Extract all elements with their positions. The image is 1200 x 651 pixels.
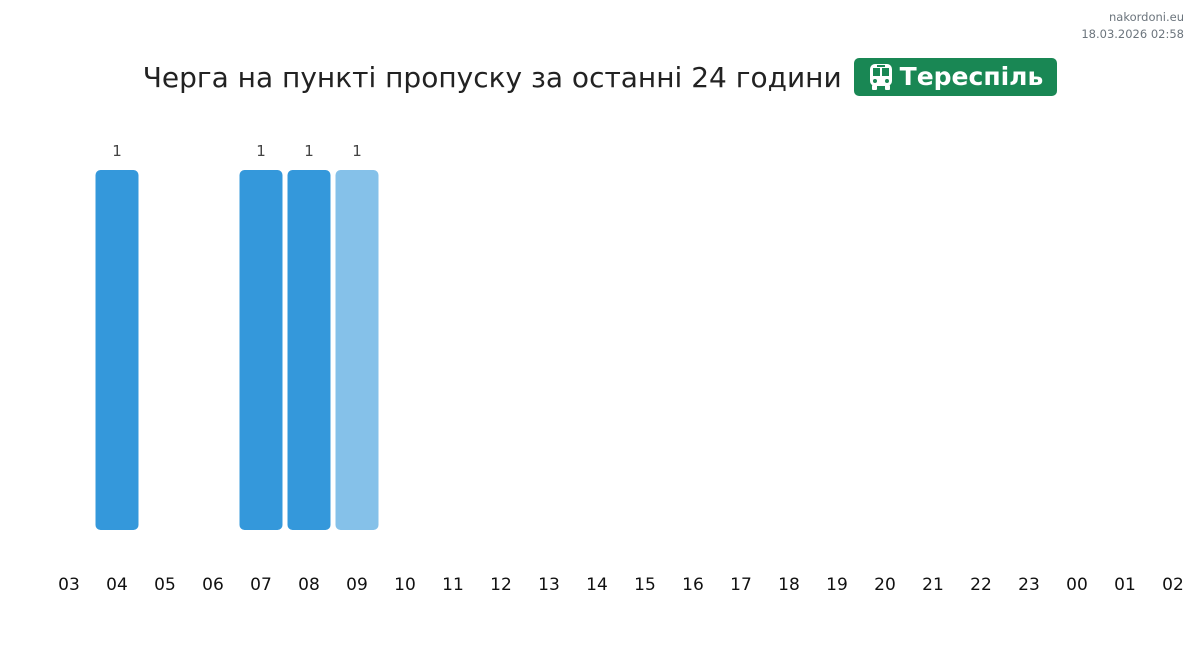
timestamp: 18.03.2026 02:58 bbox=[1081, 27, 1184, 41]
page-title: Черга на пункті пропуску за останні 24 г… bbox=[142, 60, 842, 94]
title-row: Черга на пункті пропуску за останні 24 г… bbox=[0, 58, 1200, 96]
tick-label-02: 02 bbox=[1162, 575, 1184, 595]
tick-label-10: 10 bbox=[394, 575, 416, 595]
bar-04 bbox=[95, 170, 139, 530]
site-name: nakordoni.eu bbox=[1109, 10, 1184, 24]
tick-label-18: 18 bbox=[778, 575, 800, 595]
checkpoint-badge: Тереспіль bbox=[853, 58, 1058, 96]
tick-label-05: 05 bbox=[154, 575, 176, 595]
tick-label-09: 09 bbox=[346, 575, 368, 595]
tick-label-15: 15 bbox=[634, 575, 656, 595]
value-label-04: 1 bbox=[112, 142, 122, 160]
tick-label-16: 16 bbox=[682, 575, 704, 595]
value-label-09: 1 bbox=[352, 142, 362, 160]
bar-09 bbox=[335, 170, 379, 530]
value-label-07: 1 bbox=[256, 142, 266, 160]
tick-label-12: 12 bbox=[490, 575, 512, 595]
tick-label-03: 03 bbox=[58, 575, 80, 595]
meta-info: nakordoni.eu 18.03.2026 02:58 bbox=[1081, 9, 1184, 43]
tick-label-20: 20 bbox=[874, 575, 896, 595]
bus-icon bbox=[869, 63, 892, 90]
tick-label-19: 19 bbox=[826, 575, 848, 595]
bar-07 bbox=[239, 170, 283, 530]
checkpoint-name: Тереспіль bbox=[899, 62, 1044, 91]
bar-08 bbox=[287, 170, 331, 530]
tick-label-21: 21 bbox=[922, 575, 944, 595]
tick-label-01: 01 bbox=[1114, 575, 1136, 595]
tick-label-11: 11 bbox=[442, 575, 464, 595]
tick-label-22: 22 bbox=[970, 575, 992, 595]
tick-label-00: 00 bbox=[1066, 575, 1088, 595]
tick-label-17: 17 bbox=[730, 575, 752, 595]
tick-label-06: 06 bbox=[202, 575, 224, 595]
tick-label-23: 23 bbox=[1018, 575, 1040, 595]
value-label-08: 1 bbox=[304, 142, 314, 160]
tick-label-07: 07 bbox=[250, 575, 272, 595]
tick-label-14: 14 bbox=[586, 575, 608, 595]
tick-label-08: 08 bbox=[298, 575, 320, 595]
tick-label-13: 13 bbox=[538, 575, 560, 595]
tick-label-04: 04 bbox=[106, 575, 128, 595]
